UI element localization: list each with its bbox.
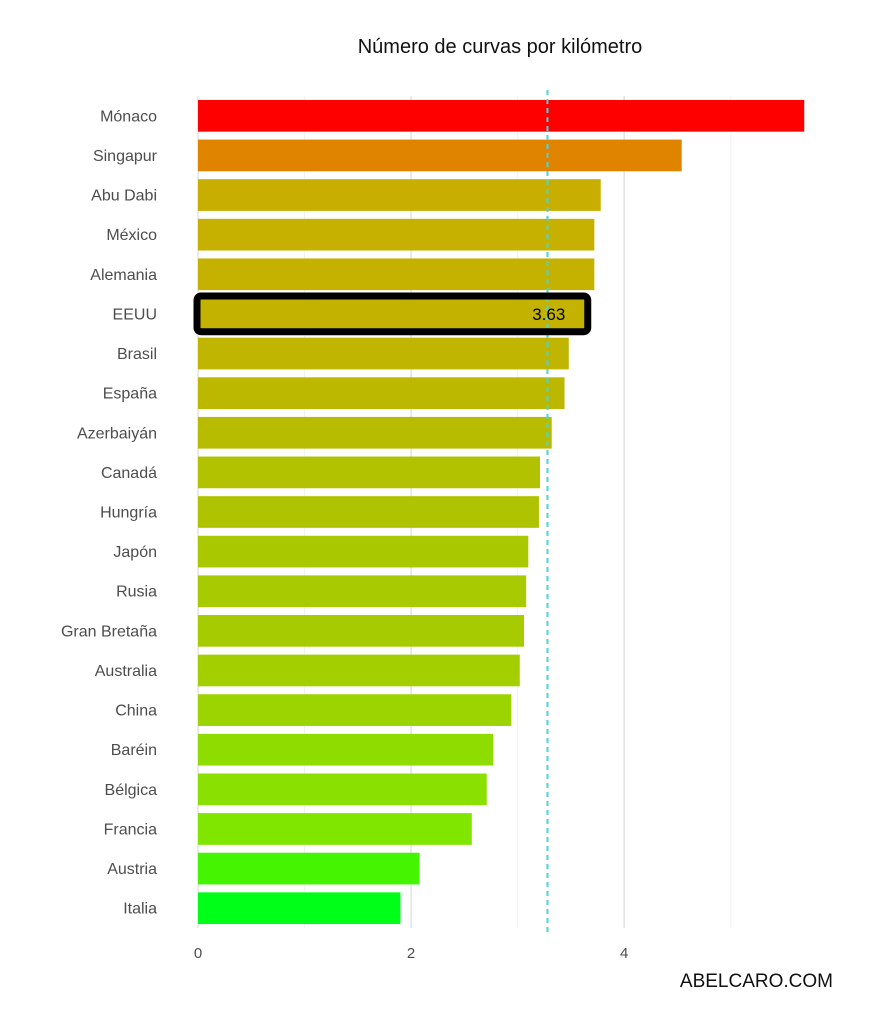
bar: [198, 773, 487, 806]
category-label: EEUU: [113, 306, 157, 323]
category-label: Australia: [95, 663, 157, 680]
bar: [198, 813, 472, 845]
category-label: Bélgica: [105, 782, 158, 799]
bar: [198, 694, 512, 726]
category-label: Rusia: [116, 584, 157, 601]
bar: [198, 298, 585, 330]
category-label: Mónaco: [100, 108, 157, 125]
x-tick-label: 4: [620, 945, 628, 962]
category-label: Baréin: [111, 742, 157, 759]
bar: [198, 456, 541, 489]
bar: [198, 416, 552, 449]
category-label: España: [103, 386, 157, 403]
bar: [198, 615, 525, 647]
bar: [198, 575, 527, 608]
highlight-box: [193, 292, 592, 336]
bar: [198, 535, 529, 568]
bar: [198, 258, 595, 291]
bar: [198, 337, 569, 370]
x-tick-label: 2: [407, 945, 415, 962]
bar: [198, 377, 565, 409]
category-label: Alemania: [90, 267, 157, 284]
category-label: Canadá: [101, 465, 157, 482]
bar: [198, 852, 420, 885]
category-label: México: [106, 227, 157, 244]
data-label: 3.63: [532, 305, 565, 324]
category-label: Italia: [123, 901, 157, 918]
category-label: Singapur: [93, 148, 158, 165]
bar: [198, 218, 595, 251]
category-label: Brasil: [117, 346, 157, 363]
category-label: Austria: [107, 861, 157, 878]
x-tick-label: 0: [194, 945, 202, 962]
category-label: Francia: [104, 821, 157, 838]
category-label: Hungría: [100, 505, 157, 522]
category-label: Abu Dabi: [91, 188, 157, 205]
category-label: China: [115, 703, 157, 720]
category-label: Azerbaiyán: [77, 425, 157, 442]
bar: [198, 139, 682, 172]
bar: [198, 496, 539, 528]
category-label: Gran Bretaña: [61, 623, 157, 640]
bar: [198, 892, 401, 925]
bar: [198, 654, 520, 687]
bar: [198, 733, 494, 766]
category-label: Japón: [113, 544, 157, 561]
bar: [198, 179, 601, 211]
credit-label: ABELCARO.COM: [679, 971, 833, 992]
chart-title: Número de curvas por kilómetro: [357, 36, 643, 58]
bar: [198, 99, 805, 132]
